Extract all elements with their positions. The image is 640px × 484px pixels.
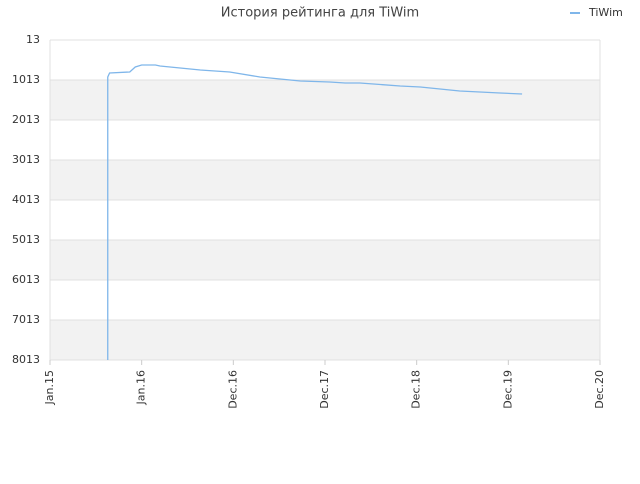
- y-tick-label: 1013: [12, 73, 40, 86]
- y-tick-label: 6013: [12, 273, 40, 286]
- x-tick-label: Dec.20: [593, 370, 606, 409]
- y-tick-label: 7013: [12, 313, 40, 326]
- x-tick-label: Jan.16: [135, 370, 148, 405]
- grid-band: [50, 240, 600, 280]
- x-tick-label: Dec.16: [226, 370, 239, 409]
- x-tick-label: Dec.18: [410, 370, 423, 409]
- x-tick-label: Jan.15: [43, 370, 56, 405]
- x-tick-label: Dec.19: [501, 370, 514, 409]
- y-tick-label: 3013: [12, 153, 40, 166]
- chart-title: История рейтинга для TiWim: [221, 6, 419, 21]
- y-tick-label: 5013: [12, 233, 40, 246]
- y-tick-label: 13: [26, 33, 40, 46]
- y-tick-label: 8013: [12, 353, 40, 366]
- y-tick-label: 2013: [12, 113, 40, 126]
- grid-band: [50, 160, 600, 200]
- x-tick-label: Dec.17: [318, 370, 331, 409]
- grid-band: [50, 320, 600, 360]
- series-line: [107, 64, 523, 360]
- y-tick-label: 4013: [12, 193, 40, 206]
- grid-band: [50, 80, 600, 120]
- legend-label: TiWim: [588, 6, 623, 19]
